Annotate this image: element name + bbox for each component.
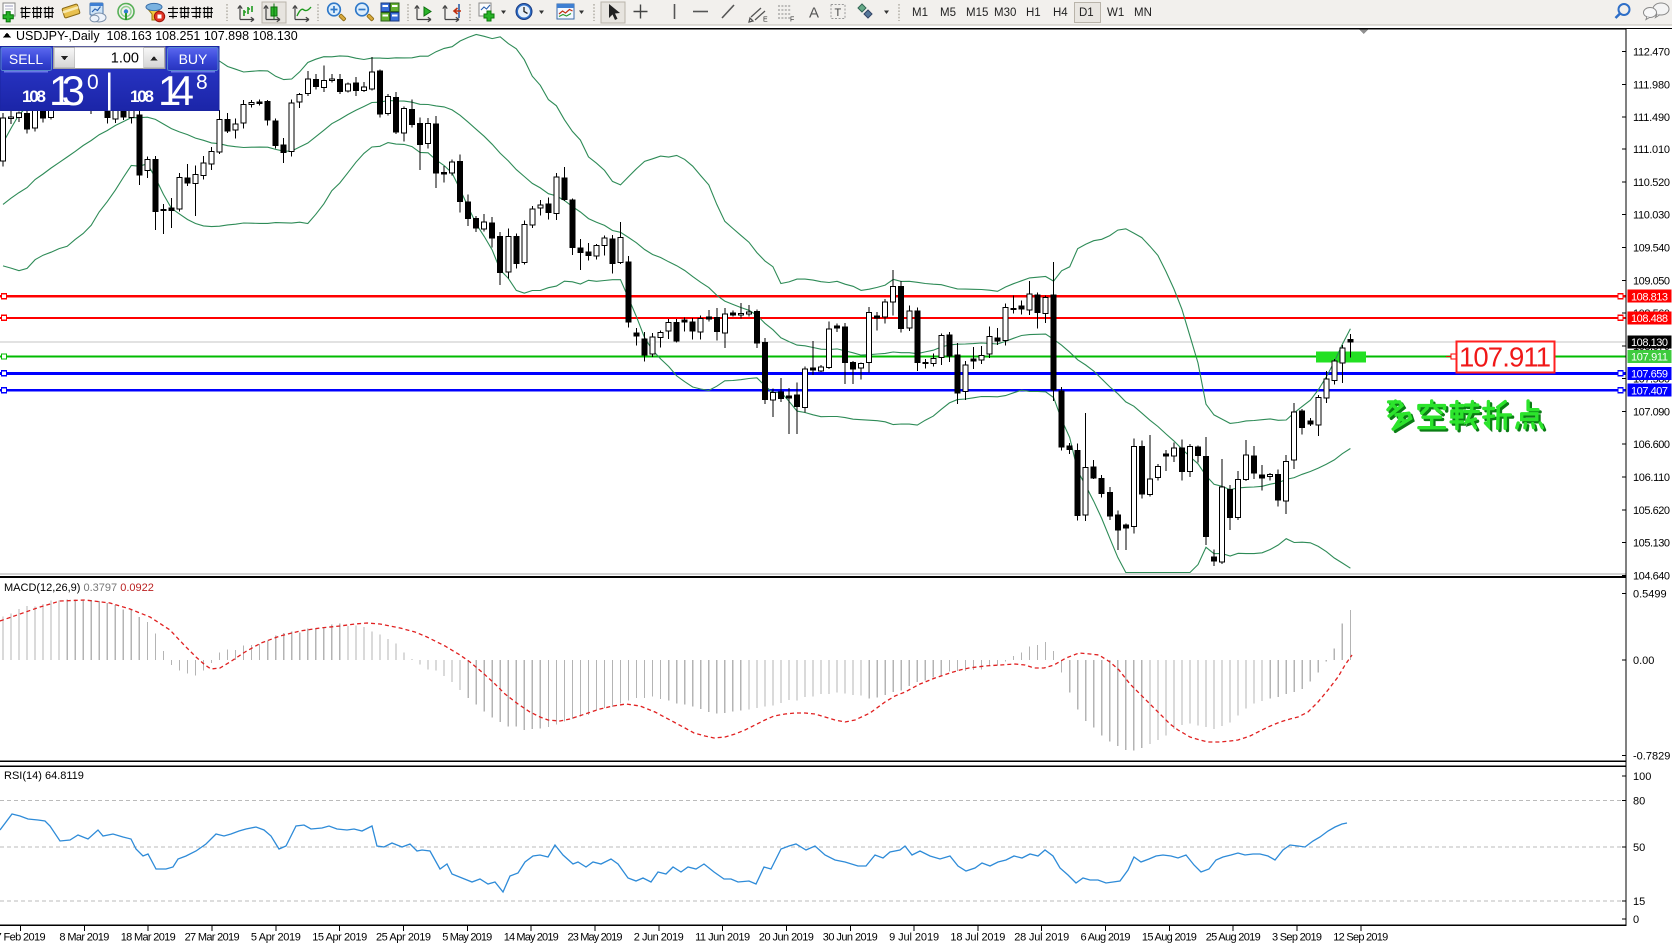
svg-text:M15: M15: [966, 7, 988, 19]
svg-text:USDJPY-,Daily 108.163 108.251: USDJPY-,Daily 108.163 108.251 107.898 10…: [16, 29, 298, 43]
svg-text:18 Jul 2019: 18 Jul 2019: [950, 932, 1005, 944]
svg-text:15: 15: [1633, 896, 1645, 908]
svg-text:0: 0: [87, 71, 99, 94]
svg-text:30 Jun 2019: 30 Jun 2019: [823, 932, 878, 944]
svg-text:111.980: 111.980: [1633, 79, 1670, 91]
svg-text:H4: H4: [1053, 7, 1068, 19]
svg-text:25 Apr 2019: 25 Apr 2019: [376, 932, 431, 944]
svg-text:0.5499: 0.5499: [1633, 589, 1667, 601]
svg-text:104.640: 104.640: [1633, 570, 1670, 582]
svg-text:28 Jul 2019: 28 Jul 2019: [1014, 932, 1069, 944]
svg-text:D1: D1: [1079, 7, 1094, 19]
svg-text:50: 50: [1633, 842, 1645, 854]
svg-text:M1: M1: [912, 7, 928, 19]
svg-text:SELL: SELL: [9, 51, 43, 67]
svg-text:H1: H1: [1026, 7, 1041, 19]
svg-text:20 Jun 2019: 20 Jun 2019: [759, 932, 814, 944]
svg-text:107.407: 107.407: [1631, 385, 1668, 397]
svg-text:F: F: [790, 17, 794, 24]
svg-text:111.010: 111.010: [1633, 144, 1670, 156]
svg-text:MACD(12,26,9) 0.3797 0.0922: MACD(12,26,9) 0.3797 0.0922: [4, 582, 154, 594]
svg-text:6 Aug 2019: 6 Aug 2019: [1081, 932, 1131, 944]
svg-text:W1: W1: [1107, 7, 1124, 19]
svg-text:7 Feb 2019: 7 Feb 2019: [0, 932, 46, 944]
svg-text:18 Mar 2019: 18 Mar 2019: [121, 932, 176, 944]
svg-text:106.110: 106.110: [1633, 472, 1670, 484]
svg-text:14 May 2019: 14 May 2019: [504, 932, 559, 944]
svg-text:108: 108: [22, 87, 46, 106]
svg-text:8 Mar 2019: 8 Mar 2019: [59, 932, 109, 944]
svg-text:111.490: 111.490: [1633, 112, 1670, 124]
svg-text:M30: M30: [994, 7, 1016, 19]
svg-text:5 May 2019: 5 May 2019: [442, 932, 492, 944]
svg-text:108: 108: [130, 87, 154, 106]
svg-text:107.911: 107.911: [1459, 342, 1551, 373]
svg-text:23 May 2019: 23 May 2019: [568, 932, 623, 944]
svg-text:108.488: 108.488: [1631, 313, 1668, 325]
svg-text:27 Mar 2019: 27 Mar 2019: [185, 932, 240, 944]
svg-text:A: A: [809, 5, 819, 22]
svg-text:25 Aug 2019: 25 Aug 2019: [1206, 932, 1261, 944]
svg-text:106.600: 106.600: [1633, 439, 1670, 451]
svg-text:-0.7829: -0.7829: [1633, 751, 1670, 763]
svg-text:11 Jun 2019: 11 Jun 2019: [695, 932, 750, 944]
svg-text:RSI(14) 64.8119: RSI(14) 64.8119: [4, 770, 84, 782]
svg-text:5 Apr 2019: 5 Apr 2019: [251, 932, 301, 944]
svg-text:108.130: 108.130: [1631, 337, 1668, 349]
svg-text:105.620: 105.620: [1633, 505, 1670, 517]
svg-text:110.030: 110.030: [1633, 210, 1670, 222]
svg-text:0.00: 0.00: [1633, 655, 1654, 667]
svg-text:E: E: [763, 17, 768, 24]
svg-text:15 Aug 2019: 15 Aug 2019: [1142, 932, 1197, 944]
svg-text:MN: MN: [1134, 7, 1152, 19]
svg-text:80: 80: [1633, 796, 1645, 808]
svg-text:13: 13: [49, 67, 85, 114]
svg-text:107.090: 107.090: [1633, 406, 1670, 418]
svg-text:108.813: 108.813: [1631, 291, 1668, 303]
svg-text:12 Sep 2019: 12 Sep 2019: [1333, 932, 1388, 944]
svg-text:M5: M5: [940, 7, 956, 19]
svg-text:105.130: 105.130: [1633, 538, 1670, 550]
svg-text:109.540: 109.540: [1633, 243, 1670, 255]
svg-text:BUY: BUY: [179, 51, 208, 67]
svg-text:0: 0: [1633, 914, 1639, 926]
svg-text:107.659: 107.659: [1631, 369, 1668, 381]
svg-text:1.00: 1.00: [111, 51, 139, 67]
svg-text:2 Jun 2019: 2 Jun 2019: [634, 932, 684, 944]
svg-text:15 Apr 2019: 15 Apr 2019: [312, 932, 367, 944]
svg-text:107.911: 107.911: [1631, 352, 1668, 364]
svg-text:9 Jul 2019: 9 Jul 2019: [889, 932, 939, 944]
svg-text:14: 14: [158, 67, 194, 114]
svg-text:8: 8: [196, 71, 208, 94]
svg-text:109.050: 109.050: [1633, 275, 1670, 287]
svg-text:110.520: 110.520: [1633, 177, 1670, 189]
svg-text:100: 100: [1633, 771, 1651, 783]
svg-text:112.470: 112.470: [1633, 47, 1670, 59]
svg-text:T: T: [835, 7, 842, 19]
svg-text:3 Sep 2019: 3 Sep 2019: [1272, 932, 1322, 944]
